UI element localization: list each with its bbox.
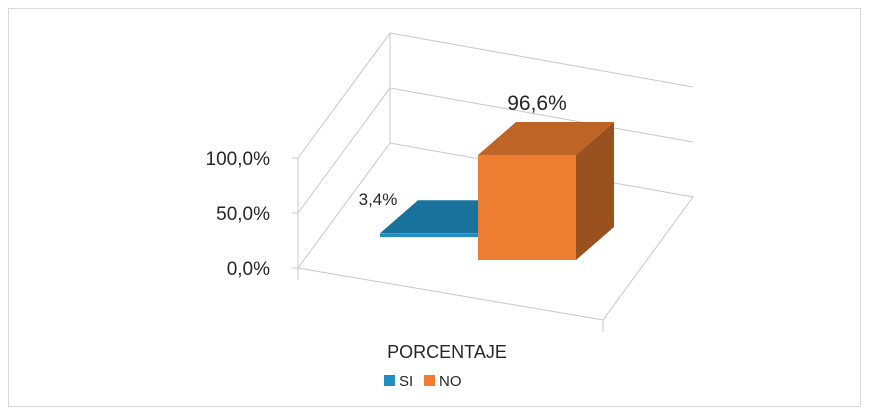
y-axis-ticks: 0,0% 50,0% 100,0% [206,149,298,280]
bar-no-top [478,122,614,155]
legend-label-no: NO [439,373,462,390]
y-tick-label: 50,0% [216,204,270,225]
legend-swatch-no [424,375,435,386]
x-axis-category-label: PORCENTAJE [387,342,507,362]
bar-no-side [576,122,614,260]
legend-label-si: SI [399,373,413,390]
gridline [297,32,694,159]
y-tick-label: 0,0% [227,259,270,280]
legend: SI NO [384,373,462,390]
bar-no-front [478,155,576,260]
data-label-no: 96,6% [507,92,567,115]
chart-floor [297,142,694,321]
y-tick-label: 100,0% [206,149,271,170]
bar-no [478,122,614,260]
bar-si-front [380,233,478,237]
data-labels: 3,4% 96,6% [359,92,567,209]
legend-swatch-si [384,375,395,386]
bars [380,122,614,260]
data-label-si: 3,4% [359,190,398,209]
